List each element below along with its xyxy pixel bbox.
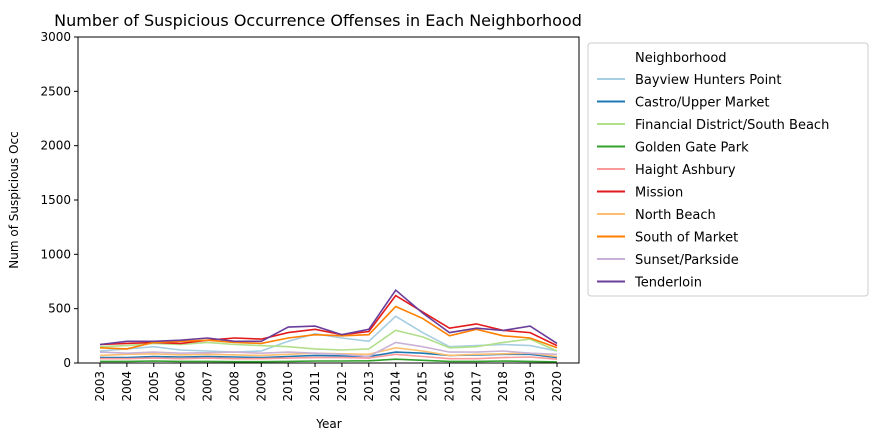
x-tick-label: 2003: [93, 371, 107, 402]
series-line-bayview-hunters-point: [99, 315, 558, 353]
x-tick-label: 2016: [442, 371, 456, 402]
legend-entry-label: Haight Ashbury: [635, 163, 736, 178]
x-axis-ticks: 2003 2004 2005 2006 2007 2008 2009 2010 2011 2012…: [93, 363, 564, 402]
legend-title: Neighborhood: [635, 51, 727, 66]
legend-entry-label: North Beach: [635, 208, 716, 223]
plot-frame: [77, 36, 580, 364]
series-line-south-of-market: [99, 305, 558, 350]
x-tick-label: 2006: [174, 371, 188, 402]
legend-frame: [587, 42, 869, 297]
series-line-tenderloin: [99, 289, 558, 346]
x-tick-label: 2010: [281, 371, 295, 402]
y-tick-label: 1500: [40, 193, 71, 207]
legend-entry-label: Bayview Hunters Point: [635, 73, 782, 88]
plot-lines: [99, 289, 558, 363]
y-axis-ticks: 0 500 1000 1500 2000 2500 3000: [40, 30, 78, 370]
y-tick-label: 2000: [40, 139, 71, 153]
x-tick-label: 2018: [496, 371, 510, 402]
legend-entry-label: Castro/Upper Market: [635, 96, 770, 111]
series-line-sunset-parkside: [99, 341, 558, 358]
x-tick-label: 2007: [201, 371, 215, 402]
x-tick-label: 2005: [147, 371, 161, 402]
legend-entry-label: Financial District/South Beach: [635, 118, 829, 133]
x-tick-label: 2004: [120, 371, 134, 402]
x-axis-label: Year: [315, 417, 341, 431]
x-tick-label: 2020: [550, 371, 564, 402]
legend-entry-label: South of Market: [635, 231, 738, 246]
series-line-golden-gate-park: [100, 358, 558, 363]
x-tick-label: 2008: [227, 371, 241, 402]
x-tick-label: 2011: [308, 371, 322, 402]
legend-entry-label: Golden Gate Park: [635, 141, 749, 156]
series-line-mission: [99, 294, 558, 347]
chart-title: Number of Suspicious Occurrence Offenses…: [54, 11, 582, 30]
y-tick-label: 0: [63, 356, 71, 370]
x-tick-label: 2015: [416, 371, 430, 402]
series-line-haight-ashbury: [100, 353, 558, 360]
y-tick-label: 3000: [40, 30, 71, 44]
x-tick-label: 2019: [523, 371, 537, 402]
legend-entry-label: Sunset/Parkside: [635, 253, 739, 268]
y-axis-label: Num of Suspicious Occ: [7, 131, 21, 268]
series-line-financial-district-south-beach: [99, 329, 558, 352]
legend: Neighborhood Bayview Hunters Point Castro…: [587, 42, 869, 297]
legend-entry-label: Mission: [635, 186, 683, 201]
y-tick-label: 500: [48, 302, 71, 316]
y-tick-label: 1000: [40, 247, 71, 261]
x-tick-label: 2012: [335, 371, 349, 402]
legend-items: Bayview Hunters Point Castro/Upper Market…: [597, 73, 829, 291]
x-tick-label: 2013: [362, 371, 376, 402]
x-tick-label: 2017: [469, 371, 483, 402]
x-tick-label: 2014: [389, 371, 403, 402]
y-tick-label: 2500: [40, 84, 71, 98]
x-tick-label: 2009: [254, 371, 268, 402]
legend-entry-label: Tenderloin: [634, 276, 702, 291]
